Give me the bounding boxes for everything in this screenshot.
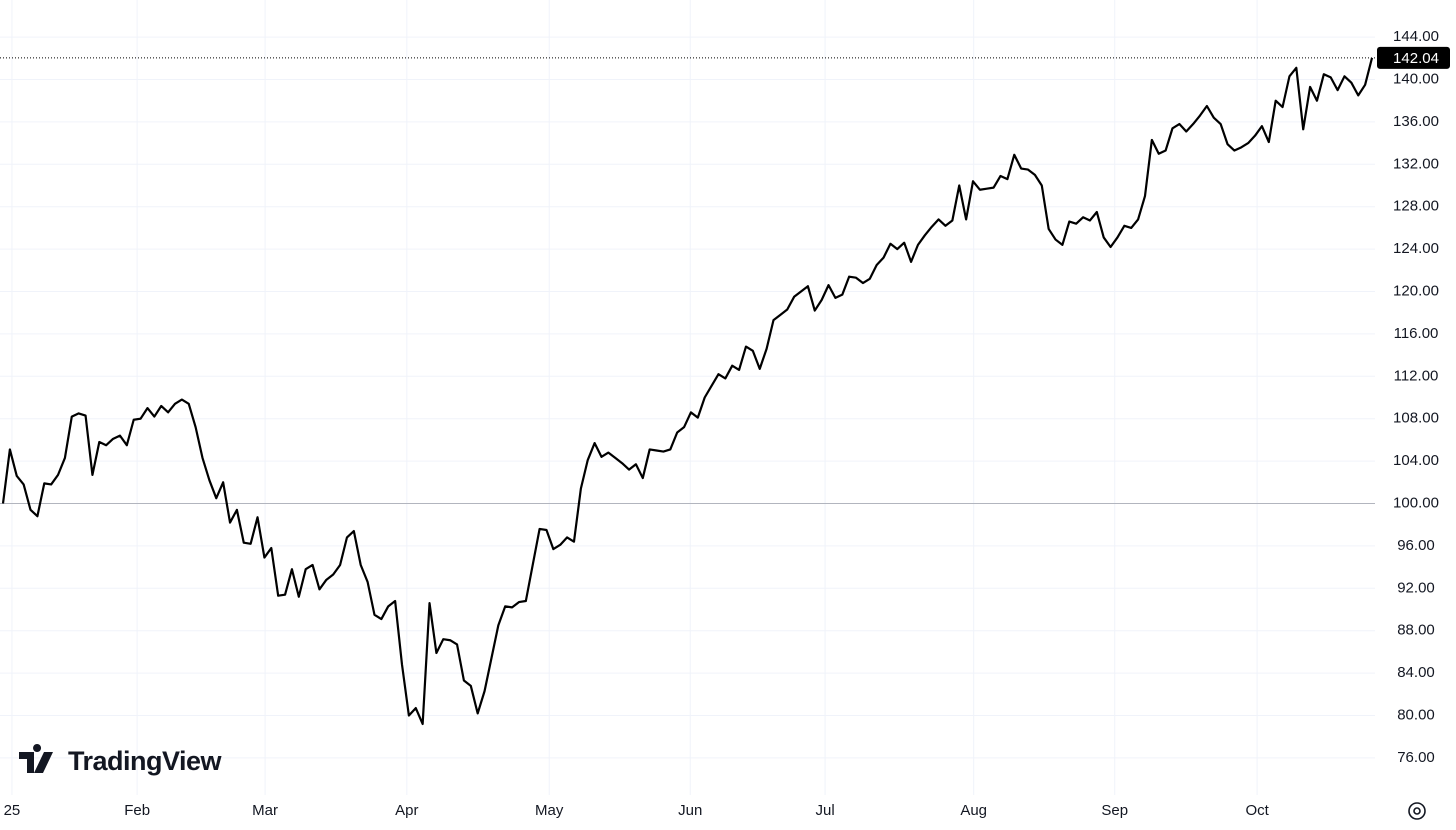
y-tick-label: 84.00 [1397,664,1435,681]
y-tick-label: 116.00 [1394,325,1439,342]
x-tick-label: Feb [124,802,150,819]
y-tick-label: 76.00 [1397,749,1435,766]
gear[interactable] [1408,802,1426,820]
last-price-tag [1377,46,1450,69]
y-tick-label: 108.00 [1393,410,1439,427]
x-tick-label: Apr [395,802,418,819]
x-tick-label: Jul [815,802,834,819]
watermark: TradingView [68,746,223,776]
y-tick-label: 144.00 [1393,28,1439,45]
y-tick-label: 80.00 [1397,706,1435,723]
price-line [1,57,1374,726]
x-tick-label: Sep [1101,802,1128,819]
gear-center[interactable] [1413,807,1421,815]
y-tick-label: 128.00 [1393,198,1439,215]
settings-icon[interactable] [1408,802,1426,820]
y-tick-label: 92.00 [1397,579,1435,596]
y-tick-label: 124.00 [1393,240,1439,257]
x-tick-label: May [535,802,564,819]
x-tick-label: Mar [252,802,278,819]
logo: TradingView [19,744,223,776]
grid [0,0,1375,795]
y-tick-label: 140.00 [1393,70,1439,87]
x-tick-label: Jun [678,802,702,819]
plot [0,57,1375,726]
y-tick-label: 136.00 [1393,113,1439,130]
last-price-label: 142.04 [1393,50,1439,67]
y-tick-label: 112.00 [1394,367,1439,384]
y-tick-label: 96.00 [1397,537,1435,554]
x-tick-label: Oct [1245,802,1269,819]
y-tick-label: 104.00 [1393,452,1439,469]
y-tick-label: 132.00 [1393,155,1439,172]
y-tick-label: 120.00 [1393,282,1439,299]
x-tick-label: Aug [960,802,987,819]
y-tick-label: 88.00 [1397,622,1435,639]
logo-icon [19,744,53,773]
x-tick-label: 25 [4,802,21,819]
y-tick-label: 100.00 [1393,494,1439,511]
